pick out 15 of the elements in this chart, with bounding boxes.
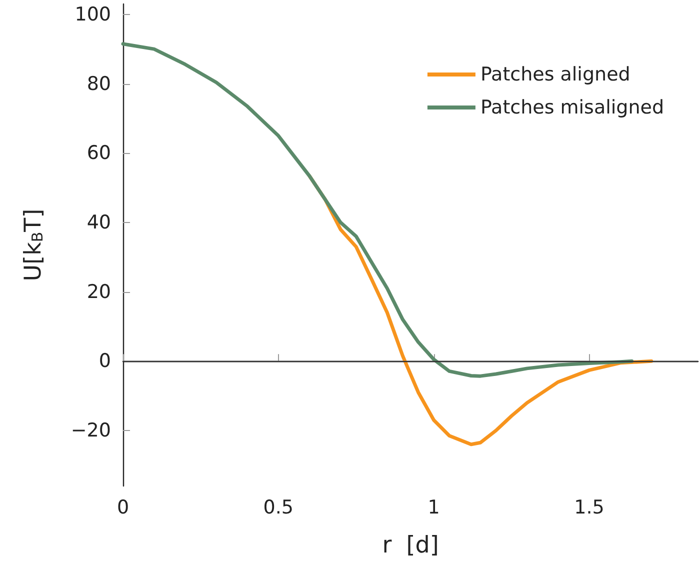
x-tick-label: 1.5 — [574, 496, 604, 518]
y-axis-title: U[kBT] — [20, 208, 46, 282]
y-tick-label: 40 — [86, 211, 111, 234]
legend-label: Patches misaligned — [480, 96, 664, 118]
x-tick-label: 0.5 — [263, 496, 294, 518]
y-tick-label: 80 — [86, 72, 111, 95]
x-axis-title: r [d] — [382, 532, 439, 558]
x-tick-label: 0 — [116, 496, 130, 518]
legend-label: Patches aligned — [480, 64, 630, 86]
y-tick-label: 20 — [86, 280, 111, 303]
y-tick-label: 0 — [98, 350, 111, 372]
y-tick-label: 100 — [74, 3, 111, 26]
y-tick-label: 60 — [86, 142, 111, 164]
x-tick-label: 1 — [428, 496, 440, 518]
y-tick-label: −20 — [70, 420, 111, 442]
